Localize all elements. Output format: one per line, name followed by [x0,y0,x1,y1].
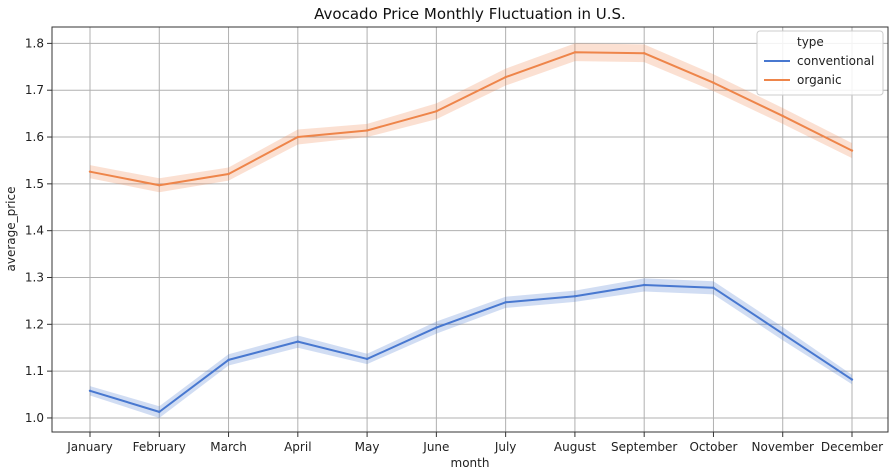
ci-band-organic [90,43,852,193]
x-tick-label-april: April [284,440,311,454]
y-tick-label: 1.2 [25,317,44,331]
y-axis-ticks: 1.0 1.1 1.2 1.3 1.4 1.5 1.6 1.7 1.8 [25,36,52,425]
y-axis-title: average_price [4,187,18,272]
data-point-conventional [642,283,646,287]
y-tick-label: 1.7 [25,83,44,97]
legend-label-organic: organic [797,73,842,87]
series-line-organic [89,51,853,187]
series-line-conventional [89,283,853,413]
data-point-organic [365,129,369,132]
x-tick-label-march: March [210,440,247,454]
data-point-conventional [781,332,784,335]
confidence-bands [90,43,852,418]
x-tick-label-october: October [689,440,737,454]
y-tick-label: 1.3 [25,270,44,284]
x-tick-label-july: July [494,440,517,454]
x-axis-ticks: January February March April May June July Augu… [66,432,883,454]
data-point-organic [712,81,715,84]
data-point-organic [88,170,92,173]
legend-label-conventional: conventional [797,54,874,68]
y-tick-label: 1.4 [25,224,44,238]
y-tick-label: 1.0 [25,411,44,425]
data-point-conventional [435,326,438,329]
data-point-organic [642,52,646,55]
data-point-conventional [296,340,300,343]
data-point-conventional [712,286,715,289]
series-lines [88,51,854,414]
data-point-organic [435,110,438,113]
data-point-organic [296,135,300,139]
plot-frame [51,26,889,433]
data-point-organic [504,75,507,79]
y-tick-label: 1.5 [25,177,44,191]
data-point-conventional [573,295,577,298]
data-point-organic [227,172,230,176]
data-point-organic [158,184,161,187]
data-point-conventional [88,389,92,392]
data-point-conventional [365,357,369,361]
data-point-conventional [850,378,854,381]
data-point-organic [573,51,577,54]
y-tick-label: 1.1 [25,364,44,378]
data-point-organic [781,114,784,118]
data-point-conventional [227,358,230,362]
x-tick-label-december: December [821,440,883,454]
x-axis-title: month [451,456,490,470]
x-tick-label-may: May [355,440,380,454]
x-tick-label-june: June [422,440,449,454]
legend: type conventional organic [756,30,884,96]
ci-band-conventional [90,278,852,418]
y-tick-label: 1.6 [25,130,44,144]
data-point-organic [850,149,854,152]
legend-title: type [797,35,824,49]
x-tick-label-february: February [133,440,186,454]
x-tick-label-august: August [554,440,596,454]
x-tick-label-january: January [66,440,113,454]
data-point-conventional [504,301,507,304]
chart-title: Avocado Price Monthly Fluctuation in U.S… [314,5,626,23]
x-tick-label-september: September [611,440,677,454]
data-point-conventional [158,410,161,414]
x-tick-label-november: November [752,440,814,454]
y-tick-label: 1.8 [25,36,44,50]
